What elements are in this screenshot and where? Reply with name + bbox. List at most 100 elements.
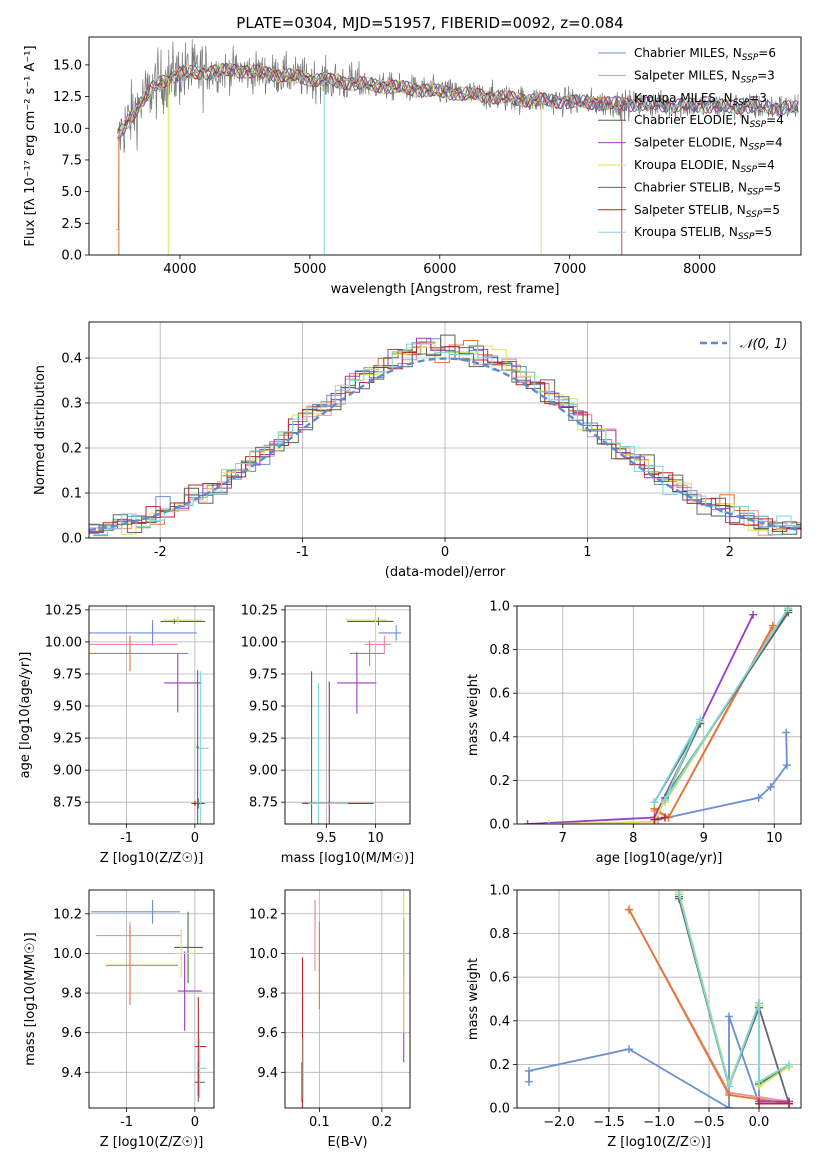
- plot-area: [523, 606, 793, 824]
- legend-text: =5: [754, 225, 772, 239]
- y-tick-label: 0.0: [489, 818, 510, 833]
- x-tick-label: 1: [583, 545, 591, 560]
- y-tick-label: 0.4: [61, 352, 82, 367]
- weight-marker-kroupa-miles: [625, 905, 633, 914]
- weight-marker-kroupa-stelib: [650, 798, 659, 807]
- y-tick-label: 9.75: [53, 667, 82, 682]
- weight-marker-chabrier-miles: [525, 1066, 533, 1075]
- x-tick-label: 2: [726, 545, 734, 560]
- x-axis-label: Z [log10(Z/Z☉)]: [100, 851, 204, 866]
- plot-area: [89, 334, 801, 537]
- y-tick-label: 2.5: [61, 217, 82, 232]
- weight-marker-kroupa-stelib: [755, 999, 763, 1008]
- axes-frame: [516, 889, 802, 1109]
- panel-mass_weight_vs_z: −2.0 −1.5 −1.0 −0.5 0.0 0.0 0.2 0.4 0.6 0.8 1.0 Z […: [466, 884, 802, 1150]
- y-tick-label: 0.0: [61, 532, 82, 547]
- y-axis-label: mass weight: [466, 674, 481, 756]
- x-tick-label: -2: [154, 545, 167, 560]
- weight-marker-chabrier-miles: [525, 1077, 533, 1086]
- legend-text: Salpeter ELODIE, N: [634, 136, 748, 150]
- y-tick-label: 0.6: [489, 971, 510, 986]
- weight-marker-salpeter-elodie: [749, 610, 758, 619]
- y-tick-label: 10.2: [249, 907, 278, 922]
- y-tick-label: 9.25: [53, 732, 82, 747]
- x-tick-label: 8000: [683, 262, 716, 277]
- x-axis-label: (data-model)/error: [385, 565, 506, 580]
- errorbar-point-salpeter-elodie: [177, 951, 202, 1031]
- weight-line-kroupa-stelib: [678, 894, 790, 1090]
- x-tick-label: 9.5: [316, 831, 337, 846]
- legend-text: =5: [762, 203, 780, 217]
- x-tick-label: 8: [629, 831, 637, 846]
- weight-marker-salpeter-stelib: [650, 815, 659, 824]
- legend-text: Kroupa ELODIE, N: [634, 158, 741, 172]
- legend-subscript: SSP: [742, 53, 759, 63]
- x-axis-label: E(B-V): [327, 1135, 367, 1150]
- weight-marker-salpeter-stelib: [785, 1099, 793, 1108]
- panel-residuals: -2 -1 0 1 2 0.0 0.1 0.2 0.3 0.4 (data-model)/error…: [33, 321, 802, 580]
- x-tick-label: −0.5: [693, 1115, 725, 1130]
- errorbar-point-chabrier-elodie: [174, 911, 204, 984]
- weight-line-kroupa-elodie: [678, 891, 790, 1088]
- y-tick-label: 1.0: [489, 600, 510, 615]
- weight-line-chabrier-elodie: [678, 896, 790, 1090]
- model-spectrum-salpeter-stelib: [117, 63, 799, 131]
- weight-marker-kroupa-stelib: [675, 890, 683, 899]
- legend-text: =4: [766, 113, 784, 127]
- histogram-kroupa-elodie: [93, 345, 801, 535]
- x-axis-label: Z [log10(Z/Z☉)]: [607, 1135, 711, 1150]
- y-axis-label: mass [log10(M/M☉)]: [23, 932, 38, 1065]
- y-tick-label: 0.0: [489, 1102, 510, 1117]
- y-tick-label: 0.6: [489, 687, 510, 702]
- legend-subscript: SSP: [747, 187, 764, 197]
- weight-marker-chabrier-miles: [766, 782, 775, 791]
- legend-text: Kroupa STELIB, N: [634, 225, 738, 239]
- y-tick-label: 0.2: [61, 442, 82, 457]
- x-tick-label: 4000: [163, 262, 196, 277]
- legend-label-chabrier-miles: Chabrier MILES, NSSP=6: [634, 46, 776, 63]
- x-tick-label: 0: [191, 1115, 199, 1130]
- y-tick-label: 10.00: [241, 635, 278, 650]
- y-tick-label: 10.0: [53, 122, 82, 137]
- errorbar-point-salpeter-stelib: [194, 997, 207, 1097]
- legend-text: Chabrier ELODIE, N: [634, 113, 750, 127]
- weight-marker-chabrier-miles: [754, 793, 763, 802]
- x-tick-label: 0.0: [749, 1115, 770, 1130]
- y-tick-label: 0.0: [61, 249, 82, 264]
- weight-marker-salpeter-elodie: [523, 820, 532, 824]
- legend-label-chabrier-stelib: Chabrier STELIB, NSSP=5: [634, 180, 781, 197]
- errorbar-point-chabrier-miles: [89, 620, 197, 646]
- histogram-chabrier-elodie: [89, 334, 801, 535]
- legend-label-salpeter-miles: Salpeter MILES, NSSP=3: [634, 68, 775, 85]
- weight-marker-kroupa-miles: [725, 1090, 733, 1099]
- y-tick-label: 9.8: [257, 987, 278, 1002]
- legend-label-kroupa-miles: Kroupa MILES, NSSP=3: [634, 91, 767, 108]
- legend-text: Salpeter STELIB, N: [634, 203, 746, 217]
- legend-subscript: SSP: [741, 165, 758, 175]
- plot-area: [301, 890, 405, 1108]
- x-tick-label: 10: [367, 831, 384, 846]
- legend-text: Salpeter MILES, N: [634, 68, 741, 82]
- weight-marker-kroupa-stelib: [785, 1060, 793, 1069]
- y-tick-label: 10.0: [249, 947, 278, 962]
- y-tick-label: 0.2: [489, 1058, 510, 1073]
- weight-marker-chabrier-miles: [625, 1045, 633, 1054]
- errorbar-point-kroupa-stelib: [196, 671, 209, 824]
- y-tick-label: 10.0: [53, 947, 82, 962]
- legend-label-chabrier-elodie: Chabrier ELODIE, NSSP=4: [634, 113, 784, 130]
- weight-marker-kroupa-stelib: [755, 1077, 763, 1086]
- y-tick-label: 9.6: [61, 1026, 82, 1041]
- x-tick-label: 9: [700, 831, 708, 846]
- errorbar-point-kroupa-miles: [106, 925, 178, 1005]
- errorbar-point-kroupa-miles: [349, 640, 385, 667]
- y-tick-label: 9.4: [61, 1066, 82, 1081]
- y-tick-label: 10.00: [45, 635, 82, 650]
- errorbar-point-chabrier-miles: [378, 625, 402, 641]
- panel-mass_weight_vs_age: 7 8 9 10 0.0 0.2 0.4 0.6 0.8 1.0 age [log10(age/yr…: [466, 600, 802, 866]
- panel-mass_vs_ebv: 0.1 0.2 9.4 9.6 9.8 10.0 10.2 E(B-V): [249, 889, 411, 1150]
- legend-label-kroupa-elodie: Kroupa ELODIE, NSSP=4: [634, 158, 775, 175]
- weight-marker-kroupa-elodie: [544, 820, 553, 824]
- plot-area: [116, 39, 799, 255]
- legend-text: =5: [764, 180, 782, 194]
